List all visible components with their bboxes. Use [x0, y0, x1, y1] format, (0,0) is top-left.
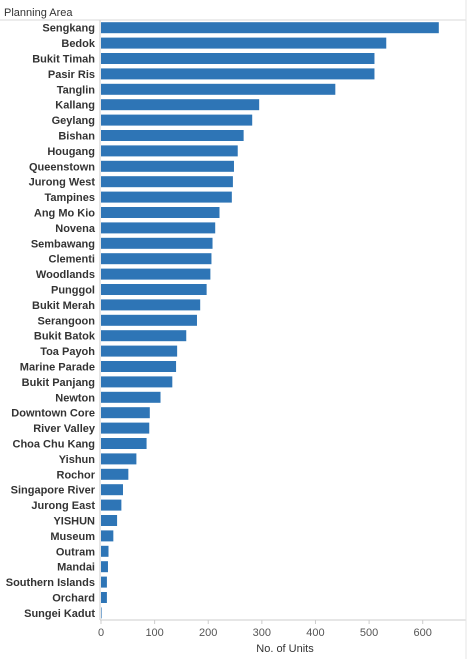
bar[interactable]: [101, 68, 375, 80]
category-label: Mandai: [57, 562, 95, 574]
bar[interactable]: [101, 576, 107, 588]
bar[interactable]: [101, 22, 439, 34]
bar[interactable]: [101, 222, 216, 234]
bar[interactable]: [101, 499, 122, 511]
bar[interactable]: [101, 422, 150, 434]
category-label: Bukit Panjang: [22, 377, 95, 389]
category-label: Serangoon: [38, 315, 96, 327]
bar[interactable]: [101, 407, 150, 419]
category-label: Museum: [50, 531, 95, 543]
category-label: Jurong East: [31, 500, 95, 512]
bar[interactable]: [101, 592, 107, 603]
bar[interactable]: [101, 545, 109, 557]
category-label: Singapore River: [11, 485, 96, 497]
category-label: Bukit Batok: [34, 331, 96, 343]
bar[interactable]: [101, 530, 114, 542]
category-label: Jurong West: [29, 177, 96, 189]
category-label: Sembawang: [31, 238, 95, 250]
category-label: Newton: [55, 392, 95, 404]
category-label: Ang Mo Kio: [34, 208, 95, 220]
category-label: Orchard: [52, 593, 95, 605]
bar[interactable]: [101, 607, 102, 619]
category-label: Rochor: [57, 469, 96, 481]
bar[interactable]: [101, 130, 244, 141]
bar[interactable]: [101, 253, 212, 265]
category-label: Hougang: [47, 146, 95, 158]
bar[interactable]: [101, 484, 123, 496]
bar[interactable]: [101, 314, 197, 326]
bar[interactable]: [101, 176, 233, 188]
category-label: Queenstown: [29, 161, 95, 173]
bar[interactable]: [101, 438, 147, 449]
category-label: Novena: [55, 223, 96, 235]
category-label: Tampines: [44, 192, 95, 204]
bar[interactable]: [101, 345, 178, 357]
bar[interactable]: [101, 114, 253, 126]
tick-label: 600: [414, 627, 432, 639]
category-label: Sengkang: [42, 23, 95, 35]
bar[interactable]: [101, 53, 375, 64]
bar[interactable]: [101, 99, 260, 111]
category-label: Bishan: [58, 131, 95, 143]
bar[interactable]: [101, 191, 232, 203]
category-label: Downtown Core: [11, 408, 95, 420]
bars: [101, 22, 439, 619]
bar[interactable]: [101, 284, 207, 295]
tick-label: 200: [199, 627, 217, 639]
bar[interactable]: [101, 83, 336, 95]
bar[interactable]: [101, 268, 211, 280]
bar[interactable]: [101, 237, 213, 249]
category-label: Clementi: [49, 254, 95, 266]
bar[interactable]: [101, 468, 129, 480]
category-label: Toa Payoh: [40, 346, 95, 358]
category-label: Bukit Merah: [32, 300, 95, 312]
tick-label: 0: [98, 627, 104, 639]
category-label: Bukit Timah: [32, 54, 95, 66]
category-label: Kallang: [55, 100, 95, 112]
bar[interactable]: [101, 37, 387, 49]
category-label: Outram: [56, 546, 95, 558]
bar[interactable]: [101, 145, 238, 157]
value-ticks: 0 100 200 300 400 500 600: [98, 620, 432, 639]
category-label: Pasir Ris: [48, 69, 95, 81]
tick-label: 100: [145, 627, 163, 639]
bar[interactable]: [101, 515, 118, 526]
tick-label: 500: [360, 627, 378, 639]
tick-label: 300: [253, 627, 271, 639]
row-header-label: Planning Area: [4, 7, 73, 19]
bar[interactable]: [101, 391, 161, 403]
category-label: Woodlands: [36, 269, 95, 281]
category-label: River Valley: [33, 423, 96, 435]
category-label: Choa Chu Kang: [13, 439, 96, 451]
category-label: Marine Parade: [20, 362, 95, 374]
category-label: Southern Islands: [6, 577, 95, 589]
category-label: Tanglin: [57, 84, 96, 96]
bar[interactable]: [101, 160, 234, 172]
category-label: Punggol: [51, 285, 95, 297]
category-labels: Sengkang Bedok Bukit Timah Pasir Ris Tanglin…: [6, 23, 96, 620]
category-label: Yishun: [59, 454, 96, 466]
category-label: Geylang: [52, 115, 95, 127]
bar[interactable]: [101, 561, 108, 573]
bar[interactable]: [101, 299, 201, 311]
tick-label: 400: [306, 627, 324, 639]
bar[interactable]: [101, 330, 187, 342]
bar[interactable]: [101, 361, 177, 372]
category-label: Bedok: [61, 38, 96, 50]
bar[interactable]: [101, 453, 137, 465]
category-label: YISHUN: [53, 516, 95, 528]
category-label: Sungei Kadut: [24, 608, 95, 620]
bar[interactable]: [101, 207, 220, 218]
x-axis-title: No. of Units: [256, 643, 314, 655]
bar[interactable]: [101, 376, 173, 388]
